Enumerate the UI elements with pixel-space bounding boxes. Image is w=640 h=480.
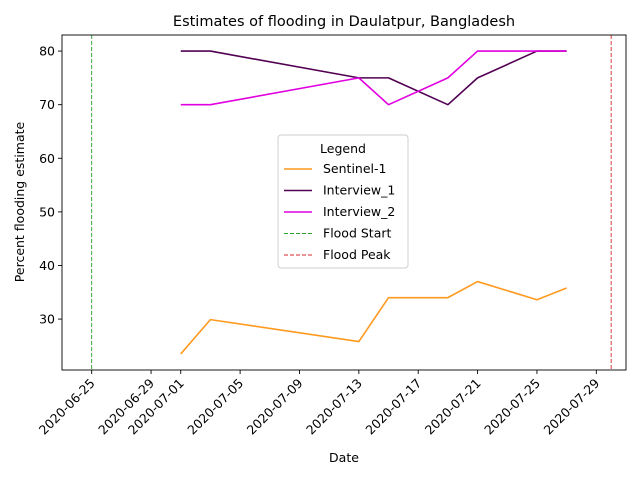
y-tick-label: 70 [39,97,55,112]
y-tick-label: 50 [39,204,55,219]
y-tick-label: 40 [39,258,55,273]
legend-entry-label: Flood Peak [323,247,391,262]
legend-entry-label: Interview_1 [323,183,395,198]
y-tick-label: 60 [39,151,55,166]
x-tick-label: 2020-07-25 [481,376,543,438]
legend-entry-label: Interview_2 [323,204,395,219]
legend: Legend Sentinel-1 Interview_1 Interview_2 F… [277,134,409,269]
x-tick-label: 2020-07-21 [422,376,484,438]
legend-entry-label: Sentinel-1 [323,161,386,176]
series-line-sentinel-1 [180,280,567,355]
x-tick-label: 2020-07-05 [184,376,246,438]
x-tick-label: 2020-07-29 [540,375,602,437]
x-axis: 2020-06-252020-06-292020-07-012020-07-05… [36,370,602,438]
chart-title: Estimates of flooding in Daulatpur, Bang… [173,14,515,30]
axes-frame [61,34,627,371]
series-line-interview-1 [180,50,567,106]
legend-entry-label: Flood Start [323,226,392,241]
y-tick-label: 30 [39,312,55,327]
y-axis-label: Percent flooding estimate [12,121,27,282]
series-line-interview-2 [180,50,567,106]
plot-area [91,35,612,370]
x-axis-label: Date [329,450,359,465]
x-tick-label: 2020-06-25 [36,376,98,438]
y-axis: 30 40 50 60 70 80 [39,44,62,327]
legend-title: Legend [320,141,366,156]
y-tick-label: 80 [39,44,55,59]
x-tick-label: 2020-07-09 [244,375,306,437]
x-tick-label: 2020-07-13 [303,376,365,438]
x-tick-label: 2020-07-17 [362,376,424,438]
